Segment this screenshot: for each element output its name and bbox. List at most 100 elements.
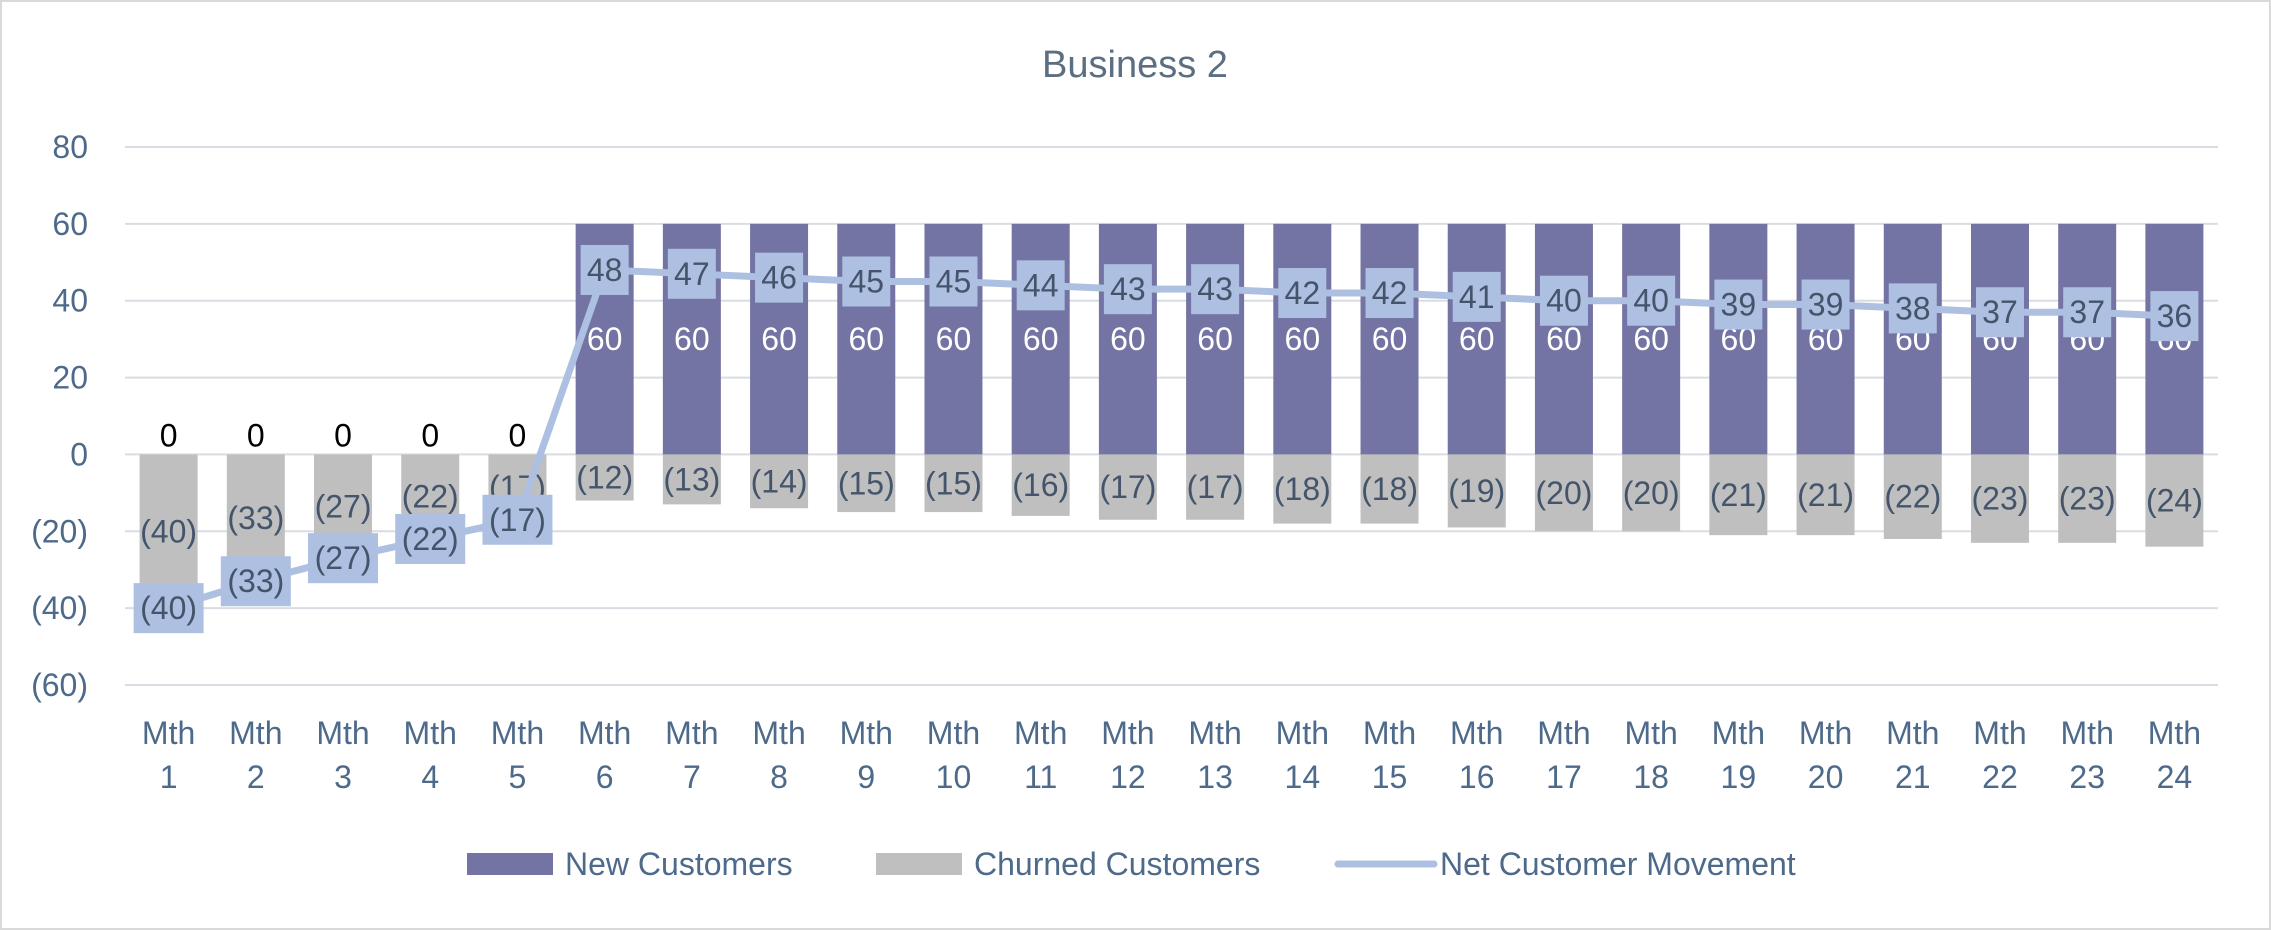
net-movement-point: 37 <box>1975 287 2024 338</box>
net-movement-marker <box>842 256 891 307</box>
new-customers-bar <box>1622 223 1681 455</box>
net-movement-label: (17) <box>489 502 546 538</box>
churned-customers-label: (23) <box>1972 481 2029 517</box>
x-tick-label: Mth 20 <box>1799 715 1852 795</box>
x-tick-label: Mth 17 <box>1537 715 1590 795</box>
net-movement-point: (17) <box>482 494 553 545</box>
net-movement-point: 38 <box>1888 283 1937 334</box>
net-movement-marker <box>1801 279 1850 330</box>
net-movement-point: 43 <box>1191 264 1240 315</box>
net-movement-marker <box>395 513 466 564</box>
net-movement-label: 47 <box>674 256 710 292</box>
net-movement-label: 37 <box>2069 294 2105 330</box>
churned-customers-label: (22) <box>1884 479 1941 515</box>
x-tick-label: Mth 8 <box>752 715 805 795</box>
gridlines <box>125 146 2218 686</box>
net-movement-marker <box>220 556 291 607</box>
net-movement-marker <box>1191 264 1240 315</box>
new-customers-bar <box>1534 223 1593 455</box>
chart-title: Business 2 <box>1042 44 1228 86</box>
churned-customers-bar <box>1796 454 1855 536</box>
net-movement-label: 42 <box>1285 275 1321 311</box>
churned-customers-label: (15) <box>838 465 895 501</box>
x-tick-label: Mth 18 <box>1624 715 1677 795</box>
legend-label: New Customers <box>565 846 793 882</box>
churned-customers-label: (40) <box>140 513 197 549</box>
x-tick-label: Mth 3 <box>316 715 369 795</box>
net-movement-point: 45 <box>929 256 978 307</box>
x-axis: Mth 1 Mth 2 Mth 3 Mth 4 Mth 5 Mth 6 Mth 7 Mth 8 Mth 9 Mth 1… <box>142 715 2201 795</box>
net-movement-label: 48 <box>587 252 623 288</box>
churned-customers-label: (27) <box>315 488 372 524</box>
net-movement-point: 36 <box>2150 291 2199 342</box>
x-tick-label: Mth 14 <box>1276 715 1329 795</box>
net-movement-point: 42 <box>1278 268 1327 319</box>
x-tick-label: Mth 12 <box>1101 715 1154 795</box>
churned-customers-bar <box>1534 454 1593 532</box>
legend-new-customers: New Customers <box>467 846 793 882</box>
x-tick-label: Mth 23 <box>2061 715 2114 795</box>
net-movement-point: 43 <box>1103 264 1152 315</box>
churned-customers-bar <box>1622 454 1681 532</box>
x-tick-label: Mth 9 <box>840 715 893 795</box>
x-tick-label: Mth 10 <box>927 715 980 795</box>
net-movement-label: (40) <box>140 590 197 626</box>
new-customers-label: 60 <box>1285 321 1321 357</box>
new-customers-label: 60 <box>848 321 884 357</box>
y-tick-label: (60) <box>31 667 88 703</box>
net-movement-marker <box>2150 291 2199 342</box>
net-movement-marker <box>1452 271 1501 322</box>
new-customers-label: 60 <box>1023 321 1059 357</box>
x-tick-label: Mth 21 <box>1886 715 1939 795</box>
x-tick-label: Mth 13 <box>1188 715 1241 795</box>
churned-customers-label: (20) <box>1535 475 1592 511</box>
net-movement-marker <box>482 494 553 545</box>
new-customers-bar <box>1098 223 1157 455</box>
y-tick-label: 20 <box>52 360 88 396</box>
net-movement-point: 39 <box>1801 279 1850 330</box>
churned-customers-label: (17) <box>1099 469 1156 505</box>
legend-swatch <box>467 853 553 875</box>
churned-customers-label: (18) <box>1361 471 1418 507</box>
net-movement-marker <box>1103 264 1152 315</box>
new-customers-label: 60 <box>1459 321 1495 357</box>
net-movement-label: 45 <box>848 264 884 300</box>
y-tick-label: 0 <box>70 436 88 472</box>
legend-label: Net Customer Movement <box>1440 846 1796 882</box>
churned-customers-label: (21) <box>1710 477 1767 513</box>
net-movement-point: 48 <box>580 244 629 295</box>
net-movement-point: 45 <box>842 256 891 307</box>
net-movement-marker <box>580 244 629 295</box>
net-movement-marker <box>755 252 804 303</box>
churned-customers-bar <box>575 454 634 501</box>
x-tick-label: Mth 5 <box>491 715 544 795</box>
x-tick-label: Mth 2 <box>229 715 282 795</box>
y-tick-label: (40) <box>31 590 88 626</box>
new-customers-label: 60 <box>1197 321 1233 357</box>
y-tick-label: 40 <box>52 283 88 319</box>
net-movement-label: 36 <box>2157 298 2193 334</box>
x-tick-label: Mth 7 <box>665 715 718 795</box>
net-movement-point: 40 <box>1627 275 1676 326</box>
net-movement-marker <box>1714 279 1763 330</box>
y-tick-label: 80 <box>52 129 88 165</box>
churned-customers-bar <box>837 454 896 513</box>
new-customers-bars <box>575 223 2204 455</box>
net-movement-label: 40 <box>1546 283 1582 319</box>
legend-churned-customers: Churned Customers <box>876 846 1260 882</box>
x-tick-label: Mth 4 <box>404 715 457 795</box>
churned-customers-bar <box>1883 454 1942 539</box>
new-customers-bar <box>1447 223 1506 455</box>
new-customers-label: 60 <box>1546 321 1582 357</box>
net-movement-label: 44 <box>1023 267 1059 303</box>
net-movement-point: 41 <box>1452 271 1501 322</box>
net-movement-label: 43 <box>1197 271 1233 307</box>
churned-customers-label: (19) <box>1448 473 1505 509</box>
churned-customers-bar <box>1098 454 1157 520</box>
net-movement-label: 39 <box>1808 287 1844 323</box>
net-movement-point: 44 <box>1016 260 1065 311</box>
net-movement-point: (33) <box>220 556 291 607</box>
net-movement-point: 39 <box>1714 279 1763 330</box>
churned-customers-label: (12) <box>576 459 633 495</box>
net-movement-marker <box>308 533 379 584</box>
